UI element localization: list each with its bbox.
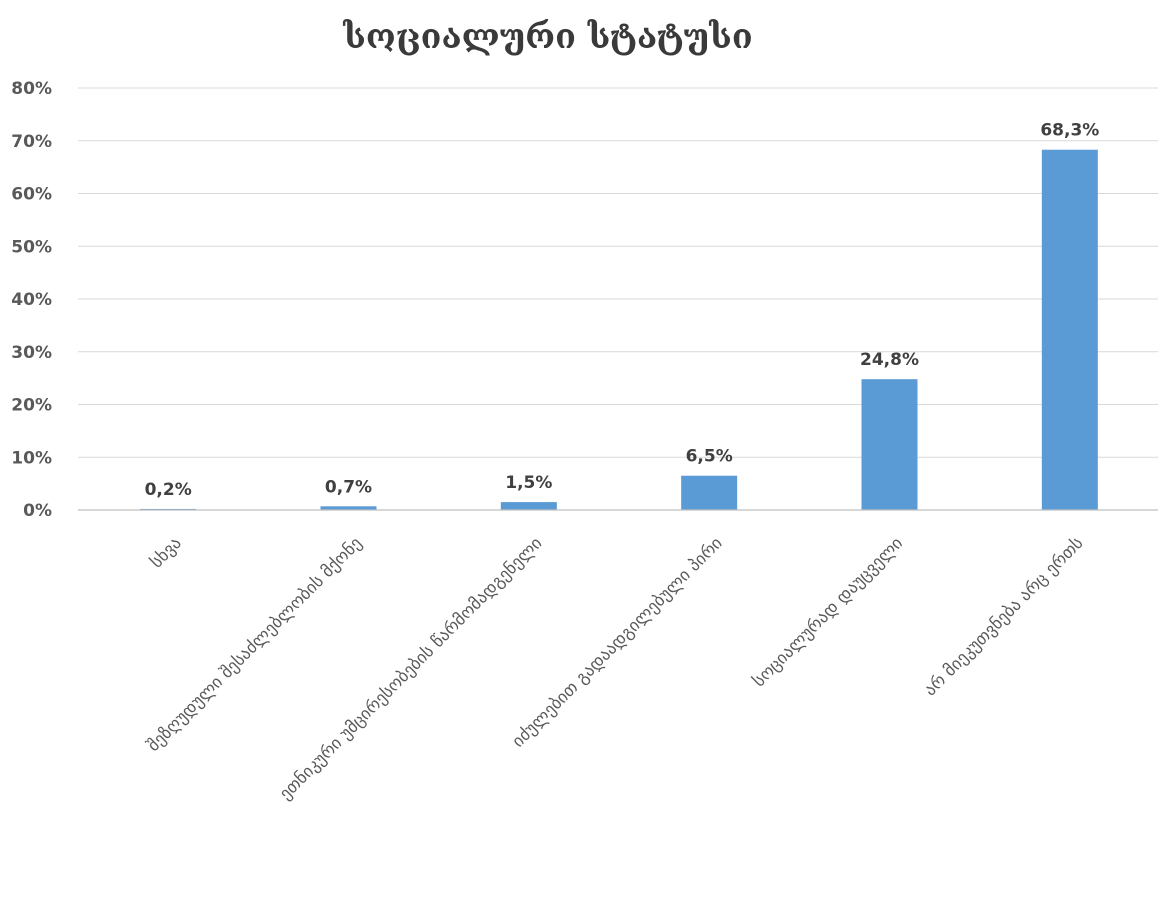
- y-tick-label: 10%: [11, 448, 52, 468]
- bar: [1041, 149, 1098, 510]
- y-tick-label: 40%: [11, 290, 52, 310]
- y-tick-label: 20%: [11, 396, 52, 416]
- data-label: 0,2%: [145, 480, 192, 500]
- y-axis: 0% 10% 20% 30% 40% 50% 60% 70% 80%: [11, 79, 52, 521]
- data-label: 0,7%: [325, 477, 372, 497]
- data-label: 24,8%: [860, 350, 919, 370]
- x-tick-label: არ მიეკუთვნება არც ერთს: [920, 533, 1087, 700]
- y-tick-label: 70%: [11, 132, 52, 152]
- x-tick-label: სოციალურად დაუცველი: [749, 533, 907, 691]
- bars: [140, 149, 1098, 511]
- data-label: 6,5%: [686, 447, 733, 467]
- bar: [861, 379, 918, 510]
- data-label: 68,3%: [1040, 121, 1099, 141]
- y-tick-label: 60%: [11, 185, 52, 205]
- gridlines: [78, 87, 1158, 458]
- data-label: 1,5%: [505, 473, 552, 493]
- bar: [500, 502, 557, 510]
- y-tick-label: 30%: [11, 343, 52, 363]
- bar: [681, 475, 738, 510]
- y-tick-label: 0%: [23, 501, 52, 521]
- x-tick-label: შეზღუდული შესაძლებლობის მქონე: [144, 533, 366, 755]
- y-tick-label: 50%: [11, 237, 52, 257]
- y-tick-label: 80%: [11, 79, 52, 99]
- bar: [320, 506, 377, 510]
- data-labels: 0,2% 0,7% 1,5% 6,5% 24,8% 68,3%: [145, 121, 1100, 500]
- x-tick-label: იძულებით გადაადგილებული პირი: [508, 533, 726, 751]
- x-tick-label: სხვა: [147, 533, 186, 572]
- chart-title: სოციალური სტატუსი: [342, 17, 752, 57]
